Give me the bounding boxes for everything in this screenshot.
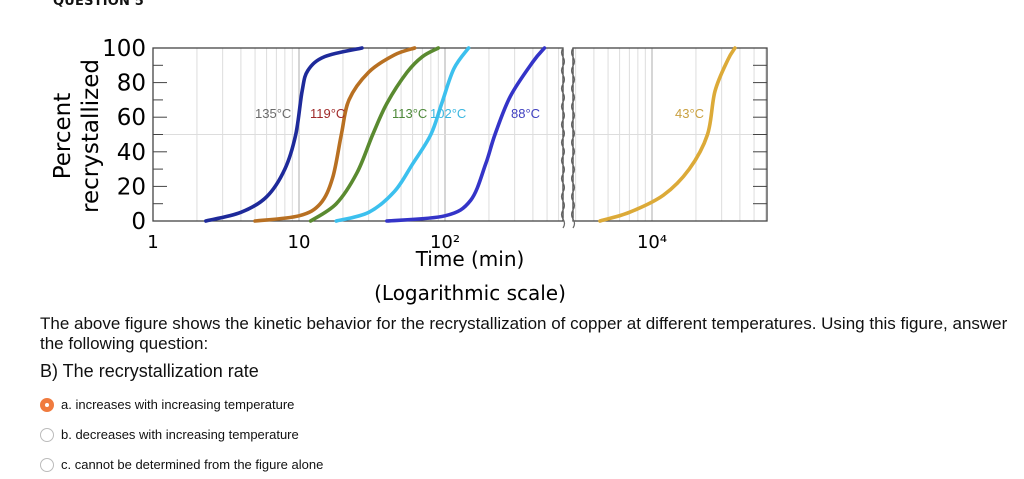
series-label: 88°C [511, 106, 540, 121]
series-label: 43°C [675, 106, 704, 121]
option-label: c. cannot be determined from the figure … [61, 457, 324, 472]
series-label: 119°C [310, 106, 345, 121]
axis-break-mark [560, 47, 566, 229]
y-tick-label: 80 [117, 71, 146, 97]
question-title: QUESTION 5 [53, 0, 145, 9]
option-c[interactable]: c. cannot be determined from the figure … [40, 457, 323, 472]
y-axis-label-line2: recrystallized [78, 59, 104, 213]
series-label: 113°C [392, 106, 427, 121]
x-axis-label: Time (min) [415, 247, 525, 271]
option-a[interactable]: a. increases with increasing temperature [40, 397, 294, 412]
option-label: b. decreases with increasing temperature [61, 427, 299, 442]
question-prompt: The above figure shows the kinetic behav… [40, 314, 1008, 353]
subquestion: B) The recrystallization rate [40, 361, 259, 381]
recrystallization-chart: 135°C 119°C 113°C 102°C 88°C 43°C 10080604020… [50, 36, 768, 305]
x-tick-label: 10⁴ [637, 232, 667, 253]
y-tick-label: 100 [102, 36, 146, 62]
curve-135c [204, 46, 364, 223]
y-tick-label: 0 [131, 209, 146, 235]
x-tick-label: 10 [288, 232, 311, 253]
curve-43c [598, 46, 737, 223]
x-tick-label: 10² [430, 232, 460, 253]
curve-88c [385, 46, 547, 223]
series-label: 102°C [430, 106, 466, 121]
y-axis-label-line1: Percent [50, 93, 76, 180]
plot-panels [152, 46, 768, 229]
curve-102c [334, 46, 471, 223]
option-b[interactable]: b. decreases with increasing temperature [40, 427, 299, 442]
y-tick-label: 60 [117, 105, 146, 131]
axis-break-gap [565, 46, 571, 223]
series-labels: 135°C 119°C 113°C 102°C 88°C 43°C [255, 106, 704, 121]
tick-labels: 100 80 60 40 20 01 10 10² 10⁴ [102, 36, 667, 253]
radio-button[interactable] [40, 457, 54, 472]
axis-break-mark [570, 47, 576, 229]
curves [204, 46, 737, 223]
curve-119c [253, 46, 417, 223]
grid [153, 48, 767, 221]
radio-button-selected[interactable] [40, 397, 54, 412]
radio-button[interactable] [40, 427, 54, 442]
series-label: 135°C [255, 106, 291, 121]
option-label: a. increases with increasing temperature [61, 397, 295, 412]
x-tick-label: 1 [147, 232, 158, 253]
curve-113c [308, 46, 441, 223]
x-axis-scale-note: (Logarithmic scale) [374, 281, 566, 305]
y-tick-label: 40 [117, 140, 146, 166]
y-tick-label: 20 [117, 174, 146, 200]
